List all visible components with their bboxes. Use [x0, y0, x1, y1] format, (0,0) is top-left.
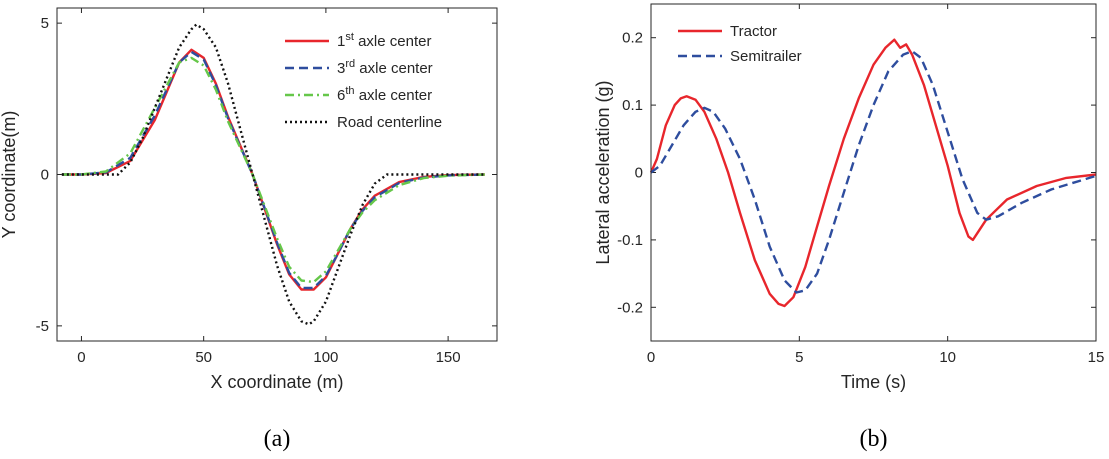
- x-tick-label: 100: [313, 349, 338, 366]
- chart-a-plot-frame: [56, 7, 498, 342]
- chart-a-x-axis-label: X coordinate (m): [210, 372, 343, 392]
- series-line-tractor: [649, 38, 1097, 308]
- chart-b-series: [649, 38, 1097, 308]
- x-tick-label: 150: [436, 349, 461, 366]
- y-tick-label: -5: [36, 318, 49, 335]
- legend-entry-rest: axle center: [355, 60, 433, 77]
- series-line-6th-axle-center: [61, 56, 485, 284]
- legend-entry: Tractor: [730, 23, 777, 40]
- series-line-3rd-axle-center: [61, 50, 485, 290]
- legend-entry: 3rd axle center: [337, 58, 433, 77]
- x-tick-label: 5: [795, 349, 803, 366]
- y-tick-label: 0.1: [622, 97, 643, 114]
- legend-entry-label: Road centerline: [337, 114, 442, 131]
- chart-b-plot-frame: [650, 3, 1097, 342]
- legend-entry-superscript: st: [345, 31, 354, 43]
- chart-b-caption: (b): [860, 426, 888, 452]
- chart-b-x-axis-label: Time (s): [841, 372, 906, 392]
- y-tick-label: -0.1: [617, 232, 643, 249]
- legend-entry: Road centerline: [337, 114, 442, 131]
- chart-panel-a: 0 50 100 150 -5 0 5 X coordinate (m) Y coordin…: [0, 7, 498, 452]
- chart-b-legend: Tractor Semitrailer: [678, 23, 802, 65]
- y-tick-label: 0.2: [622, 30, 643, 47]
- x-tick-label: 10: [939, 349, 956, 366]
- x-tick-label: 0: [77, 349, 85, 366]
- chart-panel-b: 0 5 10 15 -0.2 -0.1 0 0.1 0.2 Time (s) Lateral a…: [593, 3, 1104, 452]
- y-tick-label: -0.2: [617, 299, 643, 316]
- legend-entry-superscript: th: [345, 85, 354, 97]
- legend-entry-label: 6: [337, 87, 345, 104]
- legend-entry-label: 3: [337, 60, 345, 77]
- chart-a-ticks: 0 50 100 150 -5 0 5: [36, 8, 497, 366]
- legend-entry: 1st axle center: [337, 31, 431, 50]
- legend-entry-rest: axle center: [354, 33, 432, 50]
- y-tick-label: 0: [41, 167, 49, 184]
- chart-b-ticks: 0 5 10 15 -0.2 -0.1 0 0.1 0.2: [617, 4, 1104, 366]
- series-line-road-centerline: [61, 23, 485, 326]
- chart-a-series: [61, 23, 485, 326]
- series-line-semitrailer: [650, 50, 1097, 294]
- legend-entry-label: Semitrailer: [730, 48, 802, 65]
- x-tick-label: 50: [195, 349, 212, 366]
- legend-entry-superscript: rd: [345, 58, 355, 70]
- x-tick-label: 15: [1088, 349, 1105, 366]
- y-tick-label: 0: [635, 165, 643, 182]
- legend-entry-label: Tractor: [730, 23, 777, 40]
- chart-b-y-axis-label: Lateral acceleration (g): [593, 80, 613, 264]
- chart-a-y-axis-label: Y coordinate(m): [0, 111, 19, 239]
- legend-entry-rest: axle center: [355, 87, 433, 104]
- legend-entry: Semitrailer: [730, 48, 802, 65]
- legend-entry: 6th axle center: [337, 85, 432, 104]
- x-tick-label: 0: [647, 349, 655, 366]
- y-tick-label: 5: [41, 15, 49, 32]
- legend-entry-label: 1: [337, 33, 345, 50]
- chart-a-caption: (a): [264, 426, 291, 452]
